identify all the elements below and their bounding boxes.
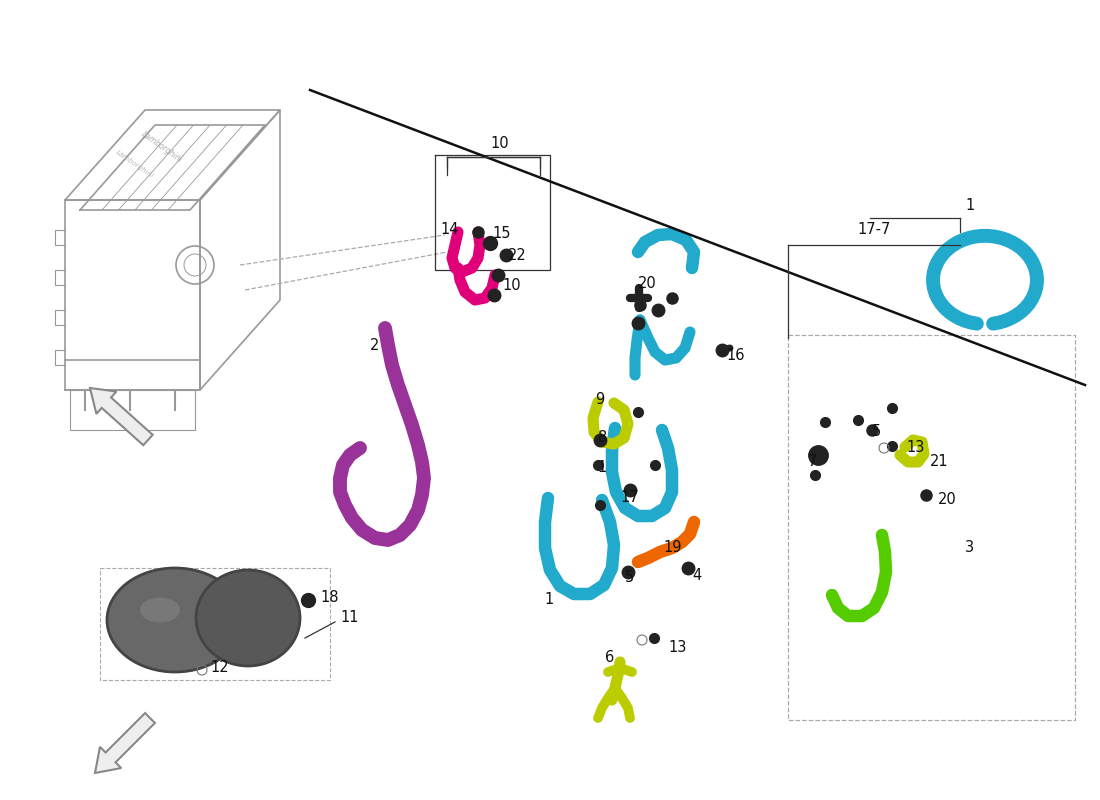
Text: 7: 7 <box>808 454 817 470</box>
Text: 10: 10 <box>502 278 520 293</box>
Text: 6: 6 <box>605 650 614 666</box>
Text: 1: 1 <box>544 593 553 607</box>
Text: 3: 3 <box>965 541 975 555</box>
Text: 22: 22 <box>508 247 527 262</box>
Text: 19: 19 <box>663 541 682 555</box>
Text: 12: 12 <box>210 661 229 675</box>
Text: 11: 11 <box>340 610 359 626</box>
Text: 16: 16 <box>726 347 745 362</box>
Text: Lamborghini: Lamborghini <box>116 149 155 179</box>
Text: 5: 5 <box>625 570 635 586</box>
Text: 20: 20 <box>938 493 957 507</box>
Text: 20: 20 <box>638 275 657 290</box>
Text: 13: 13 <box>906 441 924 455</box>
Text: 10: 10 <box>490 135 508 150</box>
Text: 2: 2 <box>370 338 379 353</box>
Ellipse shape <box>196 570 300 666</box>
Text: 17-7: 17-7 <box>857 222 890 238</box>
Ellipse shape <box>107 568 243 672</box>
Text: 4: 4 <box>692 569 702 583</box>
Text: 13: 13 <box>668 641 686 655</box>
Text: 5: 5 <box>872 425 881 439</box>
Text: Lamborghini: Lamborghini <box>140 130 185 164</box>
Text: 8: 8 <box>598 430 607 446</box>
Text: 1: 1 <box>597 461 606 475</box>
FancyArrow shape <box>95 713 155 773</box>
Text: 17: 17 <box>620 490 639 506</box>
Text: 21: 21 <box>930 454 948 470</box>
Text: 1: 1 <box>965 198 975 213</box>
Ellipse shape <box>140 598 180 622</box>
FancyArrow shape <box>90 388 153 446</box>
Text: 15: 15 <box>492 226 510 242</box>
Text: 14: 14 <box>440 222 459 238</box>
Text: 9: 9 <box>595 393 604 407</box>
Text: 18: 18 <box>320 590 339 606</box>
